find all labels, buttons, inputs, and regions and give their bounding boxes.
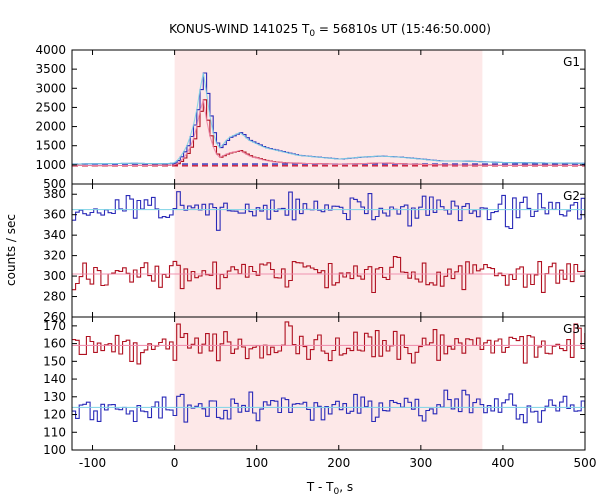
series-line-red: [72, 321, 586, 365]
y-tick-label: 380: [43, 187, 66, 201]
panel-label: G1: [563, 55, 580, 69]
title-rest: = 56810s UT (15:46:50.000): [315, 22, 491, 36]
panel-g2: 260 280 300 320 340 360 380 G2: [43, 183, 586, 324]
y-tick-label: 260: [43, 310, 66, 324]
x-tick-label: 500: [574, 456, 597, 470]
series-red-1: [71, 99, 585, 167]
highlight-interval: [174, 317, 483, 450]
xlabel-rest: , s: [339, 480, 353, 494]
series-red-1: [72, 256, 586, 294]
series-blue-0: [72, 191, 586, 231]
panel-frame: [71, 316, 586, 451]
y-tick-label: 300: [43, 269, 66, 283]
y-tick-label: 320: [43, 249, 66, 263]
y-tick-label: 120: [43, 408, 66, 422]
panel-g1: 500 1000 1500 2000 2500 3000 3500 4000 G1: [35, 43, 586, 191]
y-tick-label: 4000: [35, 43, 66, 57]
y-tick-label: 110: [43, 425, 66, 439]
panel-label: G3: [563, 322, 580, 336]
series-blue-1: [72, 389, 586, 424]
y-axis-label: counts / sec: [4, 214, 18, 286]
y-tick-label: 170: [43, 319, 66, 333]
y-tick-label: 3500: [35, 62, 66, 76]
x-tick-label: 200: [327, 456, 350, 470]
y-tick-label: 160: [43, 337, 66, 351]
y-tick-label: 340: [43, 228, 66, 242]
title-main: KONUS-WIND 141025 T: [169, 22, 310, 36]
y-tick-label: 1500: [35, 139, 66, 153]
x-axis-label: T - T0, s: [306, 480, 353, 497]
panel-label: G2: [563, 189, 580, 203]
highlight-interval: [174, 184, 483, 317]
title-subscript: 0: [309, 29, 315, 39]
y-tick-label: 360: [43, 208, 66, 222]
y-tick-label: 3000: [35, 81, 66, 95]
y-tick-label: 130: [43, 390, 66, 404]
y-tick-label: 150: [43, 354, 66, 368]
y-tick-label: 2000: [35, 120, 66, 134]
fit-line-fit_cyan: [71, 72, 585, 165]
xlabel-subscript: 0: [334, 487, 340, 497]
plot-area: 5001000150020002500300035004000G12602803…: [35, 43, 596, 470]
series-red-0: [72, 321, 586, 365]
y-tick-label: 100: [43, 443, 66, 457]
x-tick-label: 100: [245, 456, 268, 470]
y-tick-label: 280: [43, 290, 66, 304]
highlight-interval: [174, 50, 483, 184]
x-tick-label: 400: [491, 456, 514, 470]
series-blue-0: [71, 72, 585, 165]
x-tick-label: -100: [79, 456, 106, 470]
fit-line-fit_pink: [71, 99, 585, 167]
xlabel-main: T - T: [306, 480, 334, 494]
y-tick-label: 140: [43, 372, 66, 386]
panel-g3: 100 110 120 130 140 150 160 170 G3: [43, 316, 586, 457]
x-tick-label: 300: [409, 456, 432, 470]
chart-title: KONUS-WIND 141025 T0 = 56810s UT (15:46:…: [169, 22, 491, 39]
y-tick-label: 1000: [35, 158, 66, 172]
y-tick-label: 2500: [35, 100, 66, 114]
x-tick-label: 0: [171, 456, 179, 470]
y-tick-label: 500: [43, 177, 66, 191]
